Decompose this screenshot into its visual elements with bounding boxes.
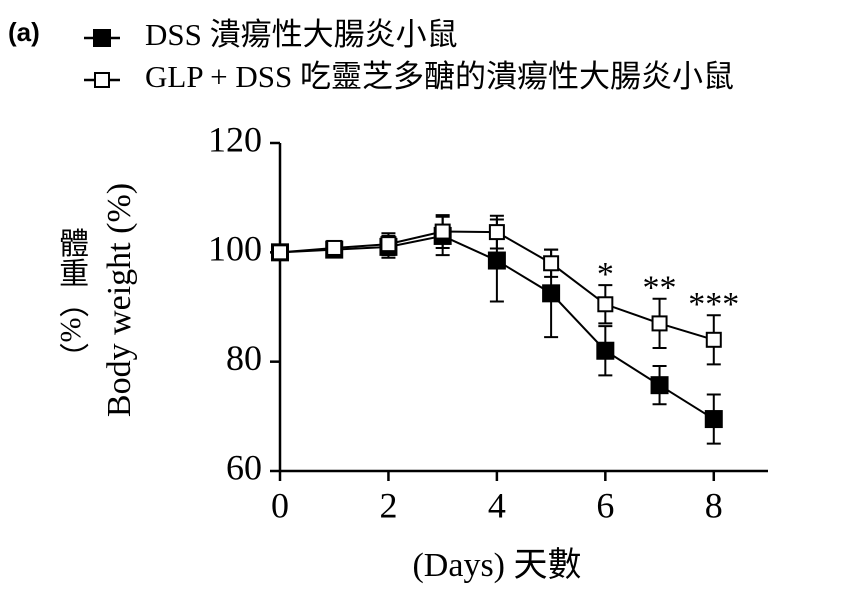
x-tick-label: 4 [488,485,506,525]
y-tick-label: 120 [208,119,262,159]
marker [94,72,110,88]
x-tick-label: 6 [596,485,614,525]
y-tick-label: 100 [208,229,262,269]
marker [487,251,506,270]
x-tick-label: 8 [705,485,723,525]
x-tick-label: 0 [271,485,289,525]
significance-label: *** [688,286,739,323]
marker [651,315,668,332]
legend-label: GLP + DSS 吃靈芝多醣的潰瘍性大腸炎小鼠 [145,59,734,94]
legend-label: DSS 潰瘍性大腸炎小鼠 [145,17,458,52]
marker [704,410,723,429]
marker [380,236,397,253]
y-tick-label: 60 [226,447,262,487]
marker [543,255,560,272]
x-tick-label: 2 [379,485,397,525]
x-axis-label: (Days) 天數 [412,546,581,584]
marker [650,376,669,395]
marker [705,331,722,348]
marker [326,239,343,256]
marker [542,284,561,303]
significance-label: * [597,256,614,293]
marker [434,223,451,240]
y-axis-label-zh: 體重（%） [54,228,89,373]
panel-label: (a) [8,17,40,47]
marker [596,341,615,360]
significance-label: ** [643,270,677,307]
y-axis-label: Body weight (%) [101,183,138,417]
marker [93,29,111,47]
marker [488,224,505,241]
marker [272,244,288,261]
y-tick-label: 80 [226,338,262,378]
marker [597,296,614,313]
